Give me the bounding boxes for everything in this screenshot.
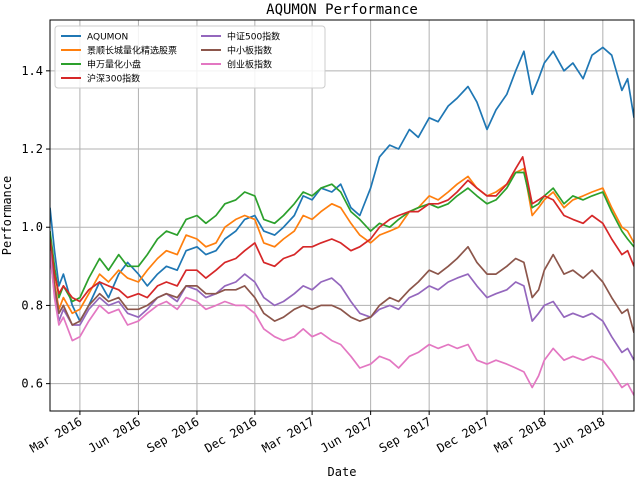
y-tick-label: 1.2 xyxy=(21,142,43,156)
y-tick-label: 1.0 xyxy=(21,220,43,234)
series-line-3 xyxy=(50,171,634,303)
legend-entry: AQUMON xyxy=(87,33,128,43)
series-lines xyxy=(50,46,634,396)
series-line-5 xyxy=(50,254,634,361)
legend-entry: 中证500指数 xyxy=(227,31,280,43)
legend-box xyxy=(54,25,326,89)
legend-entry: 中小板指数 xyxy=(227,45,272,57)
y-tick-label: 1.4 xyxy=(21,64,43,78)
series-line-4 xyxy=(50,156,634,303)
legend-entry: 创业板指数 xyxy=(227,59,272,71)
x-axis-label: Date xyxy=(328,465,357,479)
series-line-2 xyxy=(50,167,634,315)
plot-frame xyxy=(49,19,635,412)
chart-title: AQUMON Performance xyxy=(266,2,418,18)
legend-entry: 沪深300指数 xyxy=(87,73,140,85)
legend-entry: 申万量化小盘 xyxy=(87,59,141,71)
series-line-6 xyxy=(50,245,634,334)
legend-entry: 景顺长城量化精选股票 xyxy=(87,45,177,57)
y-tick-label: 0.8 xyxy=(21,298,43,312)
y-axis-label: Performance xyxy=(0,176,14,255)
y-tick-label: 0.6 xyxy=(21,377,43,391)
series-line-7 xyxy=(50,250,634,396)
series-line-1 xyxy=(50,46,634,322)
